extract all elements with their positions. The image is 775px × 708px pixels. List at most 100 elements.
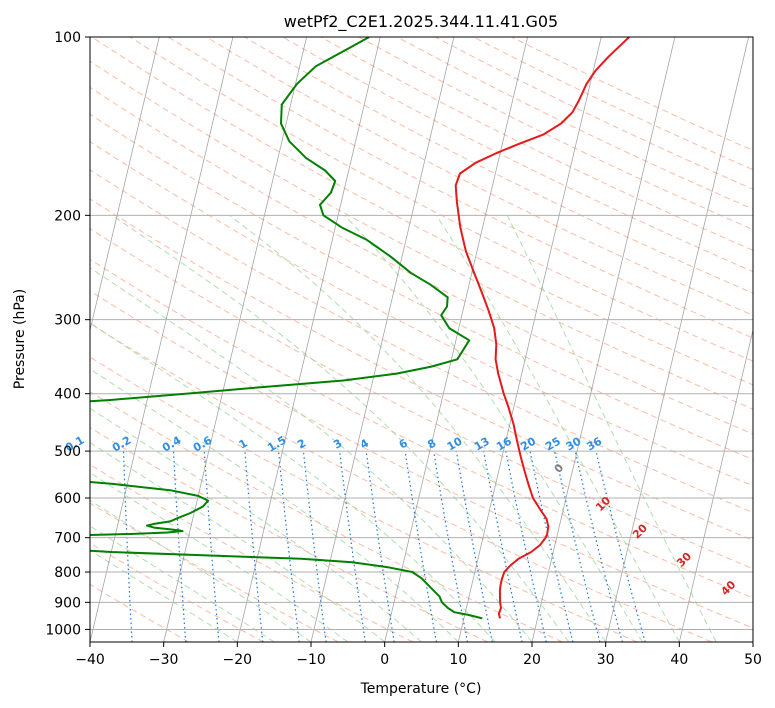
x-tick-label: −30	[149, 652, 179, 668]
dry-adiabat	[90, 60, 753, 410]
mixing-ratio-line	[302, 451, 327, 642]
mixing-ratio-line	[172, 451, 187, 642]
dry-adiabat	[90, 141, 753, 487]
dry-adiabat	[90, 426, 488, 642]
dry-adiabat	[90, 464, 414, 642]
dry-adiabat	[434, 37, 753, 190]
mixing-ratio-line	[595, 450, 646, 642]
moist-adiabat-label: 0	[552, 461, 567, 476]
moist-adiabat	[90, 368, 459, 642]
mixing-ratio-line	[574, 450, 623, 642]
moist-adiabat-label: 20	[630, 521, 650, 541]
mixing-ratio-line	[244, 451, 264, 642]
moist-adiabat	[90, 472, 349, 642]
dry-adiabat	[320, 37, 753, 251]
mixing-ratio-line	[339, 451, 366, 642]
moist-adiabat	[90, 549, 238, 642]
moist-adiabat	[90, 267, 533, 642]
isotherm	[163, 37, 307, 642]
mixing-ratio-line	[529, 450, 574, 642]
y-tick-label: 600	[54, 491, 81, 507]
mixing-ratio-line	[203, 451, 220, 642]
dry-adiabat	[90, 113, 753, 461]
y-tick-label: 900	[54, 595, 81, 611]
mixing-ratio-label: 1	[237, 437, 250, 452]
dry-adiabat	[473, 37, 753, 171]
dry-adiabat	[90, 322, 712, 642]
moist-adiabat	[90, 441, 386, 642]
mixing-ratio-label: 4	[358, 436, 371, 451]
isotherm	[457, 37, 602, 642]
isotherm	[236, 37, 381, 642]
moist-adiabat	[90, 322, 496, 642]
mixing-ratio-label: 2	[295, 437, 308, 452]
mixing-ratio-line	[278, 451, 300, 642]
axis-ticks: −40 −30 −20 −10 0 10 20 30 40 5010020030040050060…	[45, 30, 762, 668]
y-tick-label: 400	[54, 387, 81, 403]
x-tick-label: 40	[670, 652, 688, 668]
dewpoint-line	[90, 37, 483, 620]
dry-adiabat	[244, 37, 753, 294]
moist-adiabat	[343, 214, 643, 642]
chart-title: wetPf2_C2E1.2025.344.11.41.G05	[284, 12, 558, 32]
x-tick-label: 20	[523, 652, 541, 668]
dry-adiabat	[90, 583, 190, 642]
x-tick-label: −40	[75, 652, 105, 668]
moist-adiabat	[90, 407, 422, 642]
x-axis-label: Temperature (°C)	[360, 681, 482, 697]
x-tick-label: −20	[223, 652, 253, 668]
isotherm	[384, 37, 528, 642]
dry-adiabat	[90, 391, 563, 642]
moist-adiabat	[90, 525, 275, 642]
dry-adiabat	[90, 258, 753, 599]
dry-adiabat	[91, 37, 753, 386]
isotherm	[90, 37, 234, 642]
moist-adiabat	[435, 215, 680, 642]
dry-adiabat	[90, 198, 753, 541]
pressure-gridlines	[90, 36, 753, 630]
y-tick-label: 700	[54, 531, 81, 547]
dry-adiabat	[396, 37, 753, 210]
mixing-ratio-line	[404, 451, 437, 642]
x-tick-label: 10	[449, 652, 467, 668]
dry-adiabat	[511, 37, 753, 152]
moist-adiabat	[111, 214, 570, 642]
dry-adiabat	[90, 228, 753, 570]
dry-adiabat	[129, 37, 753, 362]
mixing-ratio-line	[433, 450, 469, 642]
moist-adiabat	[90, 499, 312, 642]
y-tick-label: 500	[54, 444, 81, 460]
mixing-ratio-label: 6	[397, 436, 410, 451]
mixing-ratio-line	[122, 451, 133, 642]
isotherm	[605, 37, 749, 642]
dry-adiabat	[206, 37, 753, 316]
mixing-ratio-line	[365, 451, 395, 642]
plot-frame	[89, 36, 754, 643]
y-axis-label: Pressure (hPa)	[12, 289, 28, 389]
x-tick-label: 30	[597, 652, 615, 668]
line-labels: -100-90-80-70-60-50-40-30-20-100.10.20.4…	[63, 433, 739, 598]
isotherm	[752, 640, 753, 642]
y-tick-label: 100	[54, 30, 81, 46]
dry-adiabat	[90, 356, 638, 642]
moist-adiabat	[228, 214, 607, 642]
y-tick-label: 1000	[45, 622, 81, 638]
y-tick-label: 800	[54, 565, 81, 581]
moist-adiabat	[506, 215, 717, 642]
x-tick-label: 50	[744, 652, 762, 668]
moist-adiabat-label: 30	[674, 549, 694, 569]
isotherm	[678, 328, 753, 642]
profile-lines	[90, 37, 630, 620]
isotherm	[0, 37, 12, 642]
mixing-ratio-label: 3	[331, 437, 344, 452]
dry-adiabat	[90, 542, 264, 642]
x-tick-label: 0	[380, 652, 389, 668]
background-lines	[0, 37, 753, 642]
isotherm	[531, 37, 676, 642]
mixing-ratio-line	[554, 450, 601, 642]
y-tick-label: 200	[54, 208, 81, 224]
dry-adiabat	[90, 169, 753, 514]
isotherm	[310, 37, 455, 642]
dry-adiabat	[90, 502, 339, 642]
